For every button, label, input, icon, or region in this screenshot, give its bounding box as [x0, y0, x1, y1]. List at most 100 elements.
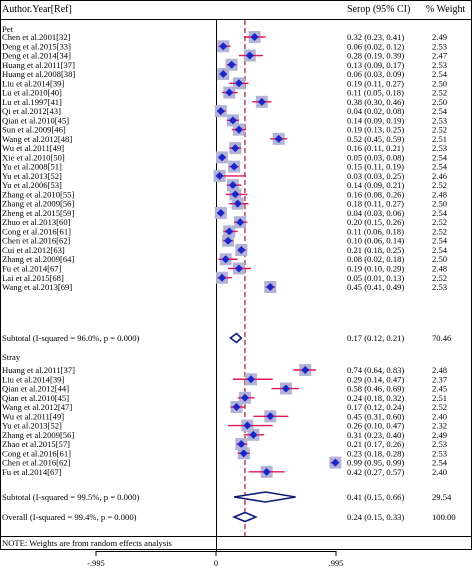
- study-ci-value: 0.13 (0.09, 0.17): [347, 60, 404, 70]
- study-label: Liu et al.2014[39]: [2, 78, 64, 88]
- point-estimate-marker: [245, 51, 254, 60]
- study-label: Zhao et al.2015[57]: [2, 439, 70, 449]
- study-ci-value: 0.10 (0.06, 0.14): [347, 236, 404, 246]
- study-label: Chen et al.2016[62]: [2, 236, 71, 246]
- study-ci-value: 0.05 (0.03, 0.08): [347, 152, 404, 162]
- study-weight-value: 2.52: [432, 273, 447, 283]
- point-estimate-marker: [230, 162, 239, 171]
- point-estimate-marker: [228, 181, 237, 190]
- study-weight-value: 2.53: [432, 439, 447, 449]
- study-ci-value: 0.28 (0.19, 0.39): [347, 51, 404, 61]
- study-label: Lu et al.2010[40]: [2, 88, 62, 98]
- study-ci-value: 0.04 (0.02, 0.08): [347, 106, 404, 116]
- study-weight-value: 2.50: [432, 254, 447, 264]
- subtotal-diamond: [233, 491, 296, 503]
- study-ci-value: 0.26 (0.10, 0.47): [347, 421, 404, 431]
- point-estimate-marker: [274, 134, 283, 143]
- point-estimate-marker: [221, 255, 230, 264]
- study-weight-value: 2.40: [432, 467, 447, 477]
- point-estimate-marker: [250, 33, 259, 41]
- study-label: Chen et al.2016[62]: [2, 458, 71, 468]
- study-ci-value: 0.05 (0.01, 0.13): [347, 273, 404, 283]
- point-estimate-marker: [237, 245, 246, 254]
- point-estimate-marker: [249, 430, 258, 439]
- study-ci-value: 0.31 (0.23, 0.40): [347, 430, 404, 440]
- study-weight-value: 2.46: [432, 171, 448, 181]
- study-label: Qi et al.2012[43]: [2, 106, 61, 116]
- study-label: Wang et al.2013[69]: [2, 282, 72, 292]
- study-weight-value: 2.53: [432, 115, 447, 125]
- study-weight-value: 2.50: [432, 199, 447, 209]
- study-weight-value: 2.53: [432, 60, 447, 70]
- study-ci-value: 0.20 (0.15, 0.26): [347, 217, 404, 227]
- study-weight-value: 2.52: [432, 217, 447, 227]
- study-label: Liu et al.2014[39]: [2, 374, 64, 384]
- point-estimate-marker: [219, 42, 228, 51]
- study-label: Xie et al.2010[50]: [2, 152, 65, 162]
- study-ci-value: 0.42 (0.27, 0.57): [347, 467, 404, 477]
- study-label: Zhuo et al.2013[60]: [2, 217, 71, 227]
- study-label: Huang et al.2011[37]: [2, 60, 75, 70]
- x-axis-tick-label: .995: [329, 559, 344, 568]
- study-label: Yu et al.2013[52]: [2, 421, 62, 431]
- point-estimate-marker: [216, 107, 225, 116]
- study-ci-value: 0.11 (0.05, 0.18): [347, 88, 404, 98]
- point-estimate-marker: [262, 467, 271, 476]
- study-label: Qian et al.2012[44]: [2, 384, 69, 394]
- overall-weight-value: 100.00: [432, 512, 456, 522]
- study-weight-value: 2.54: [432, 208, 448, 218]
- study-label: Qian et al.2010[45]: [2, 115, 69, 125]
- study-ci-value: 0.14 (0.09, 0.21): [347, 180, 404, 190]
- study-weight-value: 2.52: [432, 180, 447, 190]
- study-weight-value: 2.54: [432, 458, 448, 468]
- study-weight-value: 2.48: [432, 365, 447, 375]
- point-estimate-marker: [240, 393, 249, 402]
- point-estimate-marker: [219, 70, 228, 79]
- point-estimate-marker: [239, 449, 248, 458]
- study-weight-value: 2.52: [432, 125, 447, 135]
- study-label: Wu et al.2011[49]: [2, 143, 64, 153]
- study-weight-value: 2.48: [432, 189, 447, 199]
- study-ci-value: 0.06 (0.02, 0.12): [347, 41, 404, 51]
- study-weight-value: 2.53: [432, 41, 447, 51]
- study-ci-value: 0.16 (0.11, 0.21): [347, 143, 404, 153]
- subtotal-label: Subtotal (I-squared = 96.0%, p = 0.000): [2, 333, 140, 343]
- study-label: Wu et al.2011[49]: [2, 411, 64, 421]
- study-ci-value: 0.74 (0.64, 0.83): [347, 365, 404, 375]
- study-weight-value: 2.54: [432, 152, 448, 162]
- point-estimate-marker: [331, 458, 340, 467]
- study-ci-value: 0.16 (0.08, 0.26): [347, 189, 404, 199]
- point-estimate-marker: [228, 116, 237, 125]
- study-ci-value: 0.18 (0.11, 0.27): [347, 199, 404, 209]
- study-ci-value: 0.15 (0.11, 0.19): [347, 162, 404, 172]
- study-weight-value: 2.52: [432, 402, 447, 412]
- subtotal-label: Subtotal (I-squared = 99.5%, p = 0.000): [2, 492, 140, 502]
- study-label: Qian et al.2010[45]: [2, 393, 69, 403]
- study-label: Lai et al.2015[68]: [2, 273, 64, 283]
- study-label: Huang et al.2011[37]: [2, 365, 75, 375]
- point-estimate-marker: [236, 218, 245, 227]
- point-estimate-marker: [281, 384, 290, 393]
- study-label: Fu et al.2014[67]: [2, 264, 62, 274]
- study-label: Yu et al.2013[52]: [2, 171, 62, 181]
- point-estimate-marker: [215, 171, 224, 180]
- study-ci-value: 0.45 (0.41, 0.49): [347, 282, 404, 292]
- point-estimate-marker: [218, 273, 227, 282]
- x-axis-ticks: -.995 0 .995: [87, 551, 343, 568]
- study-ci-value: 0.19 (0.13, 0.25): [347, 125, 404, 135]
- study-label: Deng et al.2015[33]: [2, 41, 71, 51]
- study-label: Zhang et al.2009[56]: [2, 430, 74, 440]
- study-weight-value: 2.54: [432, 162, 448, 172]
- point-estimate-marker: [227, 60, 236, 69]
- study-weight-value: 2.45: [432, 384, 447, 394]
- point-estimate-marker: [225, 227, 234, 236]
- study-label: Yu et al.2006[53]: [2, 180, 62, 190]
- study-label: Zheng et al.2015[59]: [2, 208, 74, 218]
- point-estimate-marker: [266, 412, 275, 421]
- overall-ci-value: 0.24 (0.15, 0.33): [347, 512, 404, 522]
- study-label: Cui et al.2012[63]: [2, 245, 65, 255]
- point-estimate-marker: [246, 375, 255, 384]
- study-weight-value: 2.40: [432, 411, 447, 421]
